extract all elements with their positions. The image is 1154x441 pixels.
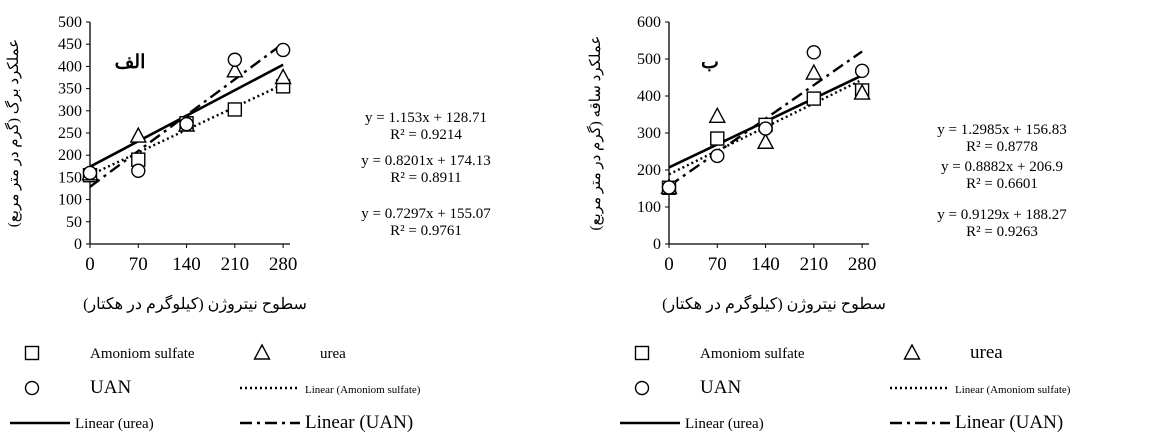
legend-marker-square	[24, 345, 40, 361]
y-tick-label: 300	[58, 103, 82, 120]
data-point-circle	[710, 148, 725, 164]
r-squared-label: R² = 0.9761	[390, 223, 462, 239]
y-tick-label: 250	[58, 125, 82, 142]
x-axis-title: سطوح نیتروژن (کیلوگرم در هکتار)	[83, 294, 307, 313]
data-point-triangle	[274, 68, 292, 85]
panel-label: الف	[115, 52, 146, 73]
legend-label: Amoniom sulfate	[90, 346, 195, 362]
legend-marker-square	[634, 345, 650, 361]
x-axis-title: سطوح نیتروژن (کیلوگرم در هکتار)	[662, 294, 886, 313]
r-squared-label: R² = 0.6601	[966, 176, 1038, 192]
legend-label: urea	[320, 346, 346, 362]
r-squared-label: R² = 0.9263	[966, 224, 1038, 240]
y-tick-label: 400	[58, 58, 82, 75]
legend-label: Linear (UAN)	[305, 412, 413, 433]
data-point-triangle	[853, 83, 871, 100]
x-tick-label: 210	[800, 254, 829, 275]
chart-panel-be: 0 100 200 300 400 500 600 0 70 140 210 280 عملکرد سا…	[586, 14, 1071, 433]
y-axis-title: عملکرد ساقه (گرم در متر مربع)	[586, 36, 604, 231]
y-tick-label: 200	[58, 147, 82, 164]
r-squared-label: R² = 0.8778	[966, 139, 1038, 155]
y-tick-label: 400	[637, 88, 661, 105]
data-point-circle	[179, 116, 194, 132]
data-point-circle	[661, 180, 677, 195]
regression-equation: y = 1.2985x + 156.83	[937, 122, 1066, 138]
y-tick-label: 100	[637, 199, 661, 216]
data-point-triangle	[226, 61, 244, 78]
data-point-square	[227, 102, 243, 117]
y-tick-label: 500	[637, 51, 661, 68]
data-point-circle	[82, 165, 98, 181]
x-tick-label: 0	[85, 254, 95, 275]
x-tick-label: 210	[221, 254, 250, 275]
legend-marker-circle	[24, 380, 40, 396]
data-point-circle	[131, 163, 146, 178]
y-tick-label: 300	[637, 125, 661, 142]
chart-panel-alef: 0 50 100 150 200 250 300 350 400 450 500 0 70 140 210 2…	[4, 14, 491, 433]
x-tick-label: 280	[848, 254, 877, 275]
y-tick-label: 0	[74, 236, 82, 253]
y-tick-label: 100	[58, 192, 82, 209]
data-point-circle	[275, 42, 291, 58]
data-point-triangle	[708, 106, 726, 124]
legend-label: UAN	[90, 377, 131, 398]
y-tick-label: 450	[58, 36, 82, 53]
x-tick-label: 0	[664, 254, 674, 275]
trendline-dotted	[668, 78, 863, 176]
y-tick-label: 0	[653, 236, 661, 253]
regression-equation: y = 0.8882x + 206.9	[941, 159, 1063, 175]
y-tick-label: 350	[58, 81, 82, 98]
legend-label: urea	[970, 342, 1003, 363]
x-tick-label: 280	[269, 254, 298, 275]
legend-label: Linear (urea)	[685, 416, 764, 432]
regression-equation: y = 0.7297x + 155.07	[361, 206, 491, 222]
y-tick-label: 200	[637, 162, 661, 179]
data-point-circle	[758, 121, 773, 136]
regression-equation: y = 0.9129x + 188.27	[937, 207, 1067, 223]
panel-label: ب	[701, 52, 719, 73]
regression-equation: y = 1.153x + 128.71	[365, 110, 487, 126]
y-tick-label: 600	[637, 14, 661, 31]
data-point-circle	[854, 63, 870, 79]
data-point-square	[806, 91, 822, 106]
legend-label: Linear (Amoniom sulfate)	[955, 384, 1071, 396]
data-point-triangle	[129, 126, 147, 143]
legend-label: Linear (UAN)	[955, 412, 1063, 433]
data-point-square	[710, 131, 725, 146]
y-tick-label: 50	[66, 214, 82, 231]
data-point-circle	[806, 45, 822, 60]
trendline-dashdot	[89, 42, 284, 188]
legend-marker-circle	[634, 380, 650, 396]
legend-label: Amoniom sulfate	[700, 346, 805, 362]
legend-label: Linear (Amoniom sulfate)	[305, 384, 421, 396]
y-axis-title: عملکرد برگ (گرم در متر مربع)	[4, 39, 22, 227]
data-point-triangle	[805, 63, 823, 80]
data-point-circle	[227, 52, 243, 67]
legend-label: UAN	[700, 377, 741, 398]
data-point-triangle	[756, 132, 775, 149]
y-tick-label: 150	[58, 169, 82, 186]
x-tick-label: 70	[129, 254, 148, 275]
y-tick-label: 500	[58, 14, 82, 31]
r-squared-label: R² = 0.9214	[390, 127, 462, 143]
x-tick-label: 140	[751, 254, 780, 275]
legend-label: Linear (urea)	[75, 416, 154, 432]
legend-marker-triangle	[903, 343, 921, 360]
x-tick-label: 140	[172, 254, 201, 275]
regression-equation: y = 0.8201x + 174.13	[361, 153, 490, 169]
legend-marker-triangle	[253, 343, 271, 360]
r-squared-label: R² = 0.8911	[390, 170, 461, 186]
x-tick-label: 70	[708, 254, 727, 275]
